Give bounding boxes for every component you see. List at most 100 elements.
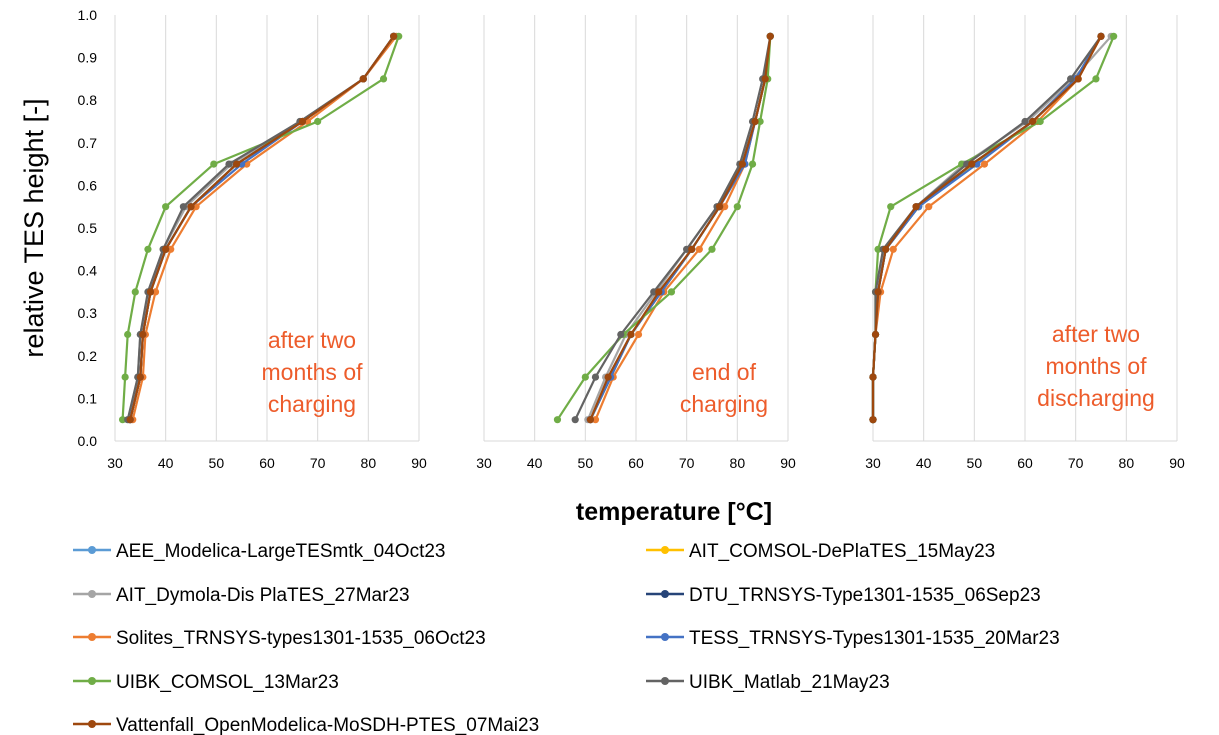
x-tick-label: 40 (916, 455, 932, 471)
x-tick-label: 60 (259, 455, 275, 471)
series-group (119, 32, 403, 424)
y-tick-label: 0.0 (78, 433, 98, 449)
data-point (119, 416, 127, 424)
y-tick-label: 0.5 (78, 220, 98, 236)
legend-label: AIT_Dymola-Dis PlaTES_27Mar23 (116, 585, 410, 606)
legend-label: Solites_TRNSYS-types1301-1535_06Oct23 (116, 628, 486, 649)
annotation-line: after two (1052, 321, 1140, 347)
data-point (124, 330, 132, 339)
data-point (604, 373, 612, 381)
data-point (1092, 75, 1100, 83)
annotation-line: charging (680, 391, 768, 417)
data-point (210, 160, 218, 168)
data-point (379, 75, 388, 83)
series-line (556, 36, 772, 421)
data-point (591, 373, 600, 381)
data-point (980, 160, 989, 168)
legend-item: Vattenfall_OpenModelica-MoSDH-PTES_07Mai… (73, 715, 539, 735)
panel-annotation: after two months of discharging (1037, 321, 1155, 411)
data-point (655, 288, 663, 296)
legend-label: TESS_TRNSYS-Types1301-1535_20Mar23 (689, 628, 1060, 649)
data-point (1021, 117, 1029, 126)
series-line (121, 35, 400, 420)
legend-swatch-marker (661, 677, 669, 685)
y-tick-label: 0.9 (78, 50, 98, 66)
legend-label: UIBK_COMSOL_13Mar23 (116, 672, 339, 693)
chart-panel-2: 30 40 50 60 70 80 90 end of charging (476, 15, 796, 471)
y-tick-label: 0.1 (78, 390, 98, 406)
data-point (874, 288, 882, 296)
data-point (667, 288, 676, 296)
series-group (553, 32, 774, 424)
x-tick-label: 40 (158, 455, 174, 471)
data-point (627, 330, 635, 339)
annotation-line: after two (268, 327, 356, 353)
data-point (968, 160, 976, 168)
data-point (139, 330, 147, 339)
x-axis-label: temperature [°C] (576, 498, 772, 526)
legend-item: AEE_Modelica-LargeTESmtk_04Oct23 (73, 541, 446, 562)
legend-swatch-marker (661, 633, 669, 641)
legend-label: AIT_COMSOL-DePlaTES_15May23 (689, 541, 995, 562)
data-point (733, 203, 741, 211)
data-point (591, 416, 600, 424)
data-point (716, 203, 724, 211)
legend-item: UIBK_Matlab_21May23 (646, 672, 890, 693)
data-point (314, 117, 322, 126)
data-point (126, 416, 134, 424)
x-tick-label: 30 (107, 455, 123, 471)
legend-item: UIBK_COMSOL_13Mar23 (73, 672, 339, 693)
x-tick-label: 80 (730, 455, 746, 471)
legend-swatch-marker (88, 546, 96, 554)
legend-label: DTU_TRNSYS-Type1301-1535_06Sep23 (689, 585, 1041, 606)
data-point (721, 203, 729, 211)
legend-swatch-marker (661, 590, 669, 598)
x-tick-label: 70 (310, 455, 326, 471)
y-tick-label: 0.4 (78, 263, 98, 279)
legend-swatch-marker (88, 590, 96, 598)
data-point (121, 373, 129, 381)
data-point (359, 75, 367, 83)
series-line (129, 35, 395, 420)
data-point (869, 373, 877, 381)
x-tick-label: 90 (411, 455, 427, 471)
data-point (298, 117, 307, 126)
legend-swatch-marker (88, 720, 96, 728)
legend-item: TESS_TRNSYS-Types1301-1535_20Mar23 (646, 628, 1060, 649)
data-point (688, 245, 696, 253)
legend-item: AIT_COMSOL-DePlaTES_15May23 (646, 541, 995, 562)
data-point (151, 288, 160, 296)
data-point (395, 32, 403, 40)
chart-panels: 30 40 50 60 70 80 90 after two months of charging… (107, 15, 1185, 471)
data-point (136, 373, 144, 381)
data-point (887, 203, 895, 211)
annotation-line: discharging (1037, 385, 1155, 411)
data-point (871, 330, 880, 339)
data-point (756, 117, 764, 126)
data-point (874, 245, 882, 253)
data-point (1097, 32, 1105, 40)
panel-annotation: after two months of charging (262, 327, 364, 417)
data-point (179, 203, 187, 211)
chart-panel-3: 30 40 50 60 70 80 90 after two months of discharg… (865, 15, 1185, 471)
series-line (871, 35, 1102, 420)
y-tick-label: 0.3 (78, 305, 98, 321)
x-tick-label: 60 (628, 455, 644, 471)
data-point (869, 416, 877, 424)
x-tick-label: 90 (780, 455, 796, 471)
x-tick-label: 30 (476, 455, 492, 471)
annotation-line: charging (268, 391, 356, 417)
series-line (589, 36, 772, 421)
data-point (617, 330, 625, 339)
data-point (766, 32, 774, 40)
legend-item: AIT_Dymola-Dis PlaTES_27Mar23 (73, 585, 410, 606)
data-point (650, 288, 658, 296)
data-point (1074, 75, 1082, 83)
data-point (751, 117, 759, 126)
data-point (167, 245, 175, 253)
y-axis: 0.0 0.1 0.2 0.3 0.4 0.5 0.6 0.7 0.8 0.9 1.0 (78, 7, 98, 449)
legend-swatch-marker (88, 677, 96, 685)
x-tick-label: 30 (865, 455, 881, 471)
x-tick-label: 70 (679, 455, 695, 471)
